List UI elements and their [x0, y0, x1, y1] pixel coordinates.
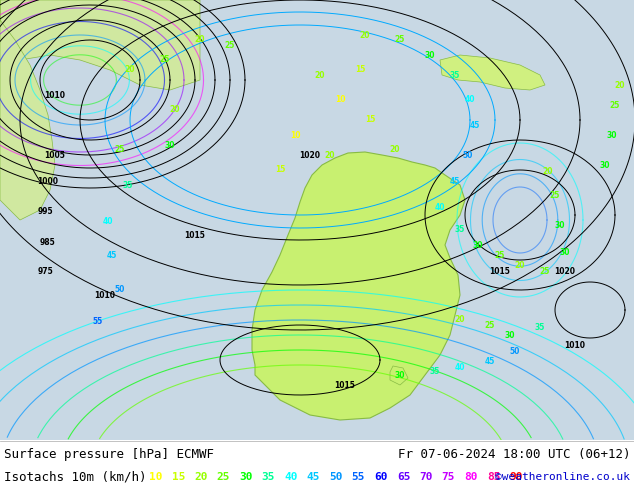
Text: 20: 20	[515, 261, 525, 270]
Text: 1010: 1010	[94, 291, 115, 299]
Text: 15: 15	[172, 472, 185, 482]
Text: ©weatheronline.co.uk: ©weatheronline.co.uk	[495, 472, 630, 482]
Text: 25: 25	[217, 472, 230, 482]
Text: 15: 15	[275, 166, 285, 174]
Text: 1015: 1015	[489, 268, 510, 276]
Text: 40: 40	[455, 364, 465, 372]
Text: 1010: 1010	[564, 341, 586, 349]
Text: 20: 20	[455, 316, 465, 324]
Text: 85: 85	[487, 472, 500, 482]
Text: 80: 80	[464, 472, 478, 482]
Text: Isotachs 10m (km/h): Isotachs 10m (km/h)	[4, 470, 146, 484]
Text: 25: 25	[550, 191, 560, 199]
Text: 35: 35	[430, 368, 440, 376]
Text: 30: 30	[555, 220, 566, 229]
Text: 40: 40	[103, 218, 113, 226]
Text: 55: 55	[93, 318, 103, 326]
Text: 20: 20	[615, 80, 625, 90]
Text: 20: 20	[125, 66, 135, 74]
Text: 25: 25	[495, 250, 505, 260]
Text: 45: 45	[470, 121, 480, 129]
Text: 25: 25	[540, 268, 550, 276]
Text: Fr 07-06-2024 18:00 UTC (06+12): Fr 07-06-2024 18:00 UTC (06+12)	[398, 447, 630, 461]
Text: 10: 10	[335, 96, 346, 104]
Text: 20: 20	[359, 30, 370, 40]
Text: 45: 45	[107, 250, 117, 260]
Text: 1005: 1005	[44, 150, 65, 160]
Text: 35: 35	[450, 71, 460, 79]
Text: 10: 10	[149, 472, 163, 482]
Text: 20: 20	[543, 168, 553, 176]
Text: 995: 995	[37, 207, 53, 217]
Polygon shape	[390, 366, 408, 385]
Text: 35: 35	[455, 225, 465, 235]
Text: 10: 10	[290, 130, 301, 140]
Text: 35: 35	[535, 323, 545, 333]
Text: 50: 50	[115, 286, 125, 294]
Text: 1020: 1020	[555, 268, 576, 276]
Text: 30: 30	[473, 241, 483, 249]
Text: 1020: 1020	[299, 150, 321, 160]
Text: 30: 30	[607, 130, 618, 140]
Text: 50: 50	[329, 472, 343, 482]
Text: 20: 20	[194, 472, 208, 482]
Text: 35: 35	[262, 472, 275, 482]
Text: 30: 30	[165, 141, 175, 149]
Text: 985: 985	[40, 238, 56, 246]
Text: 25: 25	[225, 41, 235, 49]
Text: 25: 25	[395, 35, 405, 45]
Text: 30: 30	[239, 472, 253, 482]
Polygon shape	[252, 152, 465, 420]
Text: Surface pressure [hPa] ECMWF: Surface pressure [hPa] ECMWF	[4, 447, 214, 461]
Text: 45: 45	[485, 358, 495, 367]
Text: 25: 25	[485, 320, 495, 329]
Text: 30: 30	[425, 50, 436, 59]
Polygon shape	[440, 55, 545, 90]
Text: 40: 40	[435, 203, 445, 213]
Text: 60: 60	[374, 472, 388, 482]
Text: 30: 30	[395, 370, 405, 379]
Text: 65: 65	[397, 472, 410, 482]
Text: 35: 35	[123, 180, 133, 190]
Text: 1015: 1015	[184, 230, 205, 240]
Text: 70: 70	[419, 472, 433, 482]
Text: 50: 50	[510, 347, 520, 357]
Text: 45: 45	[450, 177, 460, 187]
Text: 15: 15	[365, 116, 375, 124]
Text: 25: 25	[610, 100, 620, 109]
Text: 40: 40	[465, 96, 476, 104]
Text: 20: 20	[195, 35, 205, 45]
Text: 1000: 1000	[37, 177, 58, 187]
Text: 15: 15	[355, 66, 365, 74]
Text: 30: 30	[505, 330, 515, 340]
Text: 55: 55	[352, 472, 365, 482]
Text: 40: 40	[284, 472, 298, 482]
Text: 50: 50	[463, 150, 473, 160]
Text: 1010: 1010	[44, 91, 65, 99]
Text: 30: 30	[600, 161, 611, 170]
Polygon shape	[0, 0, 200, 90]
Text: 30: 30	[560, 247, 570, 256]
Text: 20: 20	[390, 146, 400, 154]
Text: 75: 75	[442, 472, 455, 482]
Text: 90: 90	[509, 472, 523, 482]
Text: 20: 20	[314, 71, 325, 79]
Text: 45: 45	[307, 472, 320, 482]
Polygon shape	[0, 0, 55, 220]
Text: 975: 975	[37, 268, 53, 276]
Text: 20: 20	[325, 150, 335, 160]
Text: 25: 25	[160, 55, 170, 65]
Text: 25: 25	[115, 146, 125, 154]
Text: 20: 20	[170, 105, 180, 115]
Text: 1015: 1015	[335, 381, 356, 390]
